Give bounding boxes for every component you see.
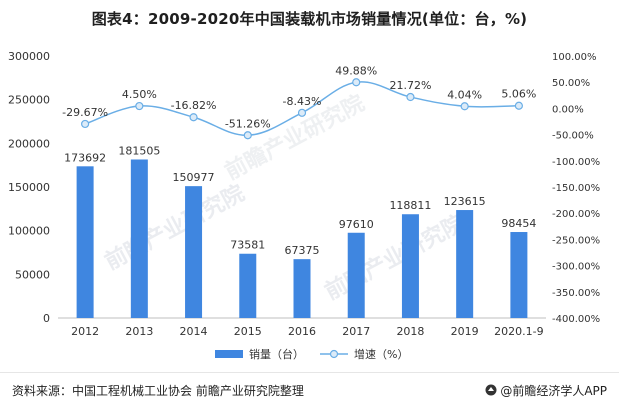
right-tick-label: -100.00% [552, 157, 600, 168]
x-tick-label: 2014 [180, 325, 208, 338]
left-tick-label: 0 [43, 312, 50, 325]
right-tick-label: 100.00% [552, 52, 597, 63]
left-tick-label: 300000 [8, 50, 50, 63]
right-tick-label: -350.00% [552, 288, 600, 299]
left-tick-label: 100000 [8, 225, 50, 238]
bar [510, 232, 528, 318]
left-tick-label: 200000 [8, 137, 50, 150]
growth-value-label: -8.43% [283, 95, 322, 108]
bar-value-label: 150977 [173, 171, 215, 184]
growth-point [243, 131, 252, 140]
bar-value-label: 181505 [118, 144, 160, 157]
bar [293, 259, 311, 318]
growth-point [297, 108, 307, 117]
bar-labels: 173692 181505 150977 73581 67375 97610 118811 1… [64, 144, 536, 257]
bar-series [76, 159, 528, 318]
right-tick-label: -300.00% [552, 262, 600, 273]
legend: 销量（台） 增速（%） [215, 347, 408, 361]
brand-text: @前瞻经济学人APP [500, 384, 607, 398]
footer-separator [0, 372, 619, 373]
bar-value-label: 123615 [444, 195, 486, 208]
legend-swatch-bar [215, 350, 243, 358]
bar [130, 159, 148, 318]
legend-label-line: 增速（%） [354, 347, 408, 361]
right-axis-ticks: 100.00% 50.00% 0.00% -50.00% -100.00% -150.00… [552, 52, 600, 325]
right-tick-label: -200.00% [552, 209, 600, 220]
bar-value-label: 118811 [389, 199, 431, 212]
growth-point [352, 78, 361, 87]
bar-value-label: 97610 [339, 218, 374, 231]
brand-logo-icon [485, 384, 497, 396]
left-tick-label: 150000 [8, 181, 50, 194]
bar-value-label: 173692 [64, 151, 106, 164]
growth-value-label: 4.04% [447, 88, 482, 101]
bar [239, 253, 257, 318]
right-tick-label: -50.00% [552, 131, 594, 142]
right-tick-label: 0.00% [552, 104, 584, 115]
growth-value-label: 4.50% [122, 88, 157, 101]
chart-title: 图表4：2009-2020年中国装载机市场销量情况(单位：台，%) [91, 10, 528, 28]
line-labels: -29.67% 4.50% -16.82% -51.26% -8.43% 49.88% 21… [62, 64, 536, 130]
bar [347, 232, 365, 318]
right-tick-label: -400.00% [552, 314, 600, 325]
growth-point [189, 113, 198, 122]
x-tick-label: 2020.1-9 [494, 325, 543, 338]
growth-value-label: 21.72% [389, 79, 431, 92]
left-axis-ticks: 0 50000 100000 150000 200000 250000 300000 [8, 50, 50, 325]
x-tick-label: 2019 [451, 325, 479, 338]
bar-value-label: 73581 [230, 239, 265, 252]
growth-point [406, 92, 415, 102]
growth-point [81, 119, 90, 129]
growth-point [135, 101, 144, 111]
legend-swatch-marker [329, 349, 339, 359]
growth-value-label: 5.06% [501, 88, 536, 101]
line-series [81, 78, 523, 140]
x-tick-label: 2012 [71, 325, 99, 338]
growth-value-label: -29.67% [62, 106, 108, 119]
x-axis-ticks: 2012 2013 2014 2015 2016 2017 2018 2019 2020.1-9 [71, 325, 544, 338]
growth-value-label: -16.82% [171, 99, 217, 112]
growth-point [514, 101, 523, 110]
x-tick-label: 2015 [234, 325, 262, 338]
bar-value-label: 67375 [285, 244, 320, 257]
left-tick-label: 50000 [15, 268, 50, 281]
growth-value-label: -51.26% [225, 117, 271, 130]
bar [185, 186, 203, 318]
chart-canvas: 前瞻产业研究院 前瞻产业研究院 前瞻产业研究院 0500001000001500… [8, 50, 600, 361]
legend-label-bar: 销量（台） [249, 347, 304, 361]
source-note: 资料来源：中国工程机械工业协会 前瞻产业研究院整理 [12, 384, 304, 398]
brand-credit: @前瞻经济学人APP [485, 382, 607, 399]
x-tick-label: 2013 [125, 325, 153, 338]
right-tick-label: -250.00% [552, 235, 600, 246]
bar-value-label: 98454 [501, 217, 536, 230]
growth-point [460, 102, 469, 111]
left-tick-label: 250000 [8, 94, 50, 107]
bar [456, 210, 474, 318]
x-tick-label: 2017 [342, 325, 370, 338]
bar [76, 166, 94, 318]
bar [401, 214, 419, 318]
right-tick-label: 50.00% [552, 78, 590, 89]
growth-value-label: 49.88% [335, 64, 377, 77]
watermark-text: 前瞻产业研究院 [101, 180, 249, 275]
x-tick-label: 2016 [288, 325, 316, 338]
x-tick-label: 2018 [396, 325, 424, 338]
right-tick-label: -150.00% [552, 183, 600, 194]
